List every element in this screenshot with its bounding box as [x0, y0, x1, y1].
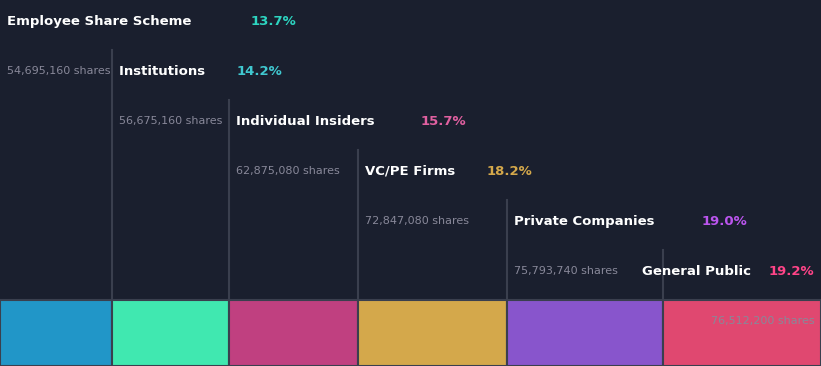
Text: 72,847,080 shares: 72,847,080 shares: [365, 216, 469, 226]
Text: 76,512,200 shares: 76,512,200 shares: [711, 316, 814, 326]
Bar: [358, 300, 507, 366]
Text: 18.2%: 18.2%: [487, 165, 533, 178]
Bar: [663, 300, 821, 366]
Text: 14.2%: 14.2%: [236, 65, 282, 78]
Text: Private Companies: Private Companies: [514, 215, 659, 228]
Bar: [112, 300, 229, 366]
Text: 19.2%: 19.2%: [768, 265, 814, 278]
Text: 56,675,160 shares: 56,675,160 shares: [119, 116, 222, 126]
Text: VC/PE Firms: VC/PE Firms: [365, 165, 460, 178]
Text: 62,875,080 shares: 62,875,080 shares: [236, 166, 339, 176]
Text: Employee Share Scheme: Employee Share Scheme: [7, 15, 195, 28]
Text: 15.7%: 15.7%: [420, 115, 466, 128]
Text: General Public: General Public: [642, 265, 755, 278]
Bar: [507, 300, 663, 366]
Text: Institutions: Institutions: [119, 65, 210, 78]
Text: Individual Insiders: Individual Insiders: [236, 115, 378, 128]
Text: 54,695,160 shares: 54,695,160 shares: [7, 66, 110, 76]
Bar: [229, 300, 358, 366]
Text: 75,793,740 shares: 75,793,740 shares: [514, 266, 618, 276]
Text: 13.7%: 13.7%: [250, 15, 296, 28]
Bar: [0, 300, 112, 366]
Text: 19.0%: 19.0%: [701, 215, 747, 228]
